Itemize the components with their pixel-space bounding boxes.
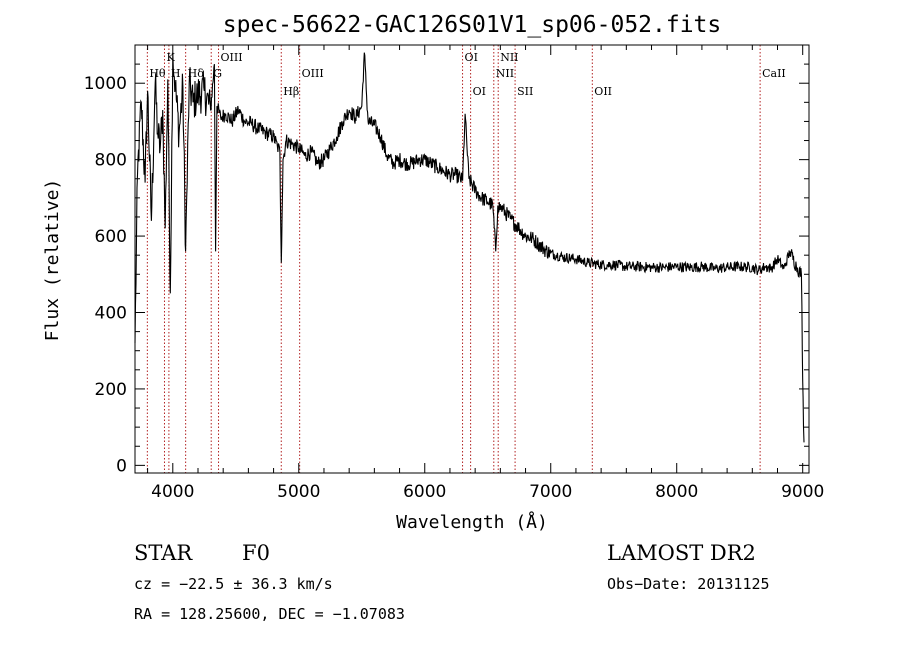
y-axis-label: Flux (relative) xyxy=(42,179,63,342)
y-tick-label: 800 xyxy=(95,151,127,171)
object-subclass: F0 xyxy=(242,541,270,565)
spectral-line-label: OI xyxy=(473,85,486,98)
y-tick-label: 400 xyxy=(95,304,127,324)
spectral-line-label: Hθ xyxy=(149,67,166,80)
spectral-line-label: G xyxy=(213,67,222,80)
x-tick-label: 9000 xyxy=(781,482,824,502)
y-tick-label: 600 xyxy=(95,227,127,247)
y-tick-label: 1000 xyxy=(84,74,127,94)
chart-title: spec-56622-GAC126S01V1_sp06-052.fits xyxy=(223,12,722,38)
x-tick-label: 5000 xyxy=(277,482,320,502)
spectral-line-label: H xyxy=(171,67,181,80)
x-tick-label: 4000 xyxy=(151,482,194,502)
x-axis-ticks: 4000 5000 6000 7000 8000 9000 xyxy=(147,45,824,502)
spectrum-series-line xyxy=(134,52,805,443)
coordinates: RA = 128.25600, DEC = −1.07083 xyxy=(134,605,405,623)
plot-frame xyxy=(134,44,810,474)
x-tick-label: 7000 xyxy=(529,482,572,502)
y-axis-ticks: 0 200 400 600 800 1000 xyxy=(84,44,809,476)
spectral-line-label: Hβ xyxy=(283,85,299,98)
y-tick-label: 200 xyxy=(95,380,127,400)
spectral-line-label: Hδ xyxy=(188,67,205,80)
y-tick-label: 0 xyxy=(116,456,127,476)
object-class: STAR xyxy=(134,541,193,565)
spectral-line-label: OI xyxy=(465,51,478,64)
survey-name: LAMOST DR2 xyxy=(607,541,756,565)
x-tick-label: 8000 xyxy=(655,482,698,502)
spectral-line-label: NII xyxy=(496,67,514,80)
redshift-velocity: cz = −22.5 ± 36.3 km/s xyxy=(134,575,333,593)
observation-date: Obs−Date: 20131125 xyxy=(607,575,770,593)
spectral-line-label: K xyxy=(166,51,175,64)
x-tick-label: 6000 xyxy=(403,482,446,502)
spectral-line-label: OIII xyxy=(302,67,324,80)
spectral-line-label: OII xyxy=(594,85,612,98)
spectral-line-label: NII xyxy=(500,51,518,64)
spectral-line-label: SII xyxy=(517,85,533,98)
spectral-line-label: OIII xyxy=(221,51,243,64)
x-axis-label: Wavelength (Å) xyxy=(396,511,548,533)
spectral-line-label: CaII xyxy=(762,67,786,80)
